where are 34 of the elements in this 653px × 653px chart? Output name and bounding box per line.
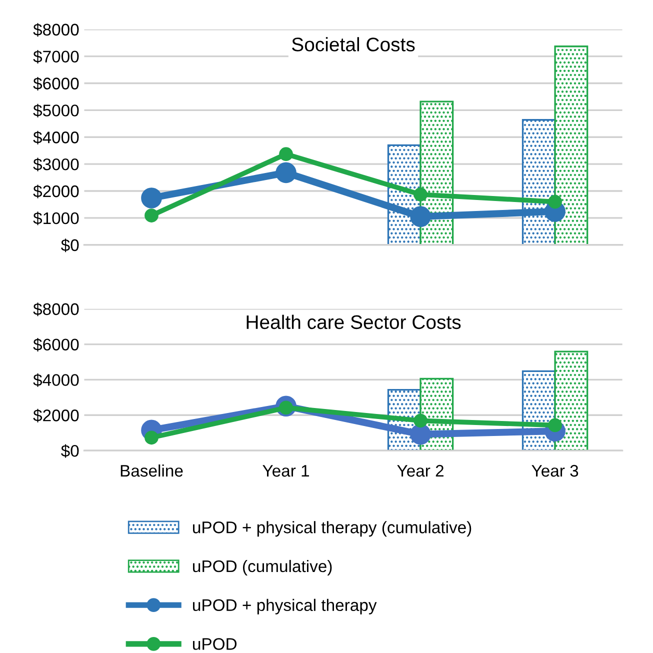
point bbox=[414, 188, 428, 202]
y-tick-label: $0 bbox=[61, 444, 79, 458]
y-tick-label: $0 bbox=[61, 238, 79, 252]
y-tick-label: $1000 bbox=[33, 212, 79, 226]
x-tick-label: Baseline bbox=[120, 464, 183, 477]
y-tick-label: $4000 bbox=[33, 373, 79, 387]
point bbox=[410, 424, 431, 445]
y-tick-label: $8000 bbox=[33, 302, 79, 316]
point bbox=[276, 162, 296, 184]
point bbox=[410, 206, 431, 228]
chart-title: Health care Sector Costs bbox=[246, 314, 461, 330]
y-tick-label: $2000 bbox=[33, 184, 79, 198]
legend-label: uPOD (cumulative) bbox=[193, 560, 332, 576]
y-tick-label: $6000 bbox=[33, 338, 79, 352]
point bbox=[141, 188, 162, 208]
point bbox=[144, 208, 158, 222]
legend-label: uPOD bbox=[193, 638, 237, 650]
x-tick-label: Year 1 bbox=[262, 465, 309, 477]
y-tick-label: $6000 bbox=[33, 76, 79, 90]
y-tick-label: $2000 bbox=[33, 408, 79, 422]
x-tick-label: Year 3 bbox=[532, 464, 578, 477]
legend-label: uPOD + physical therapy bbox=[193, 598, 377, 614]
y-tick-label: $4000 bbox=[33, 130, 79, 144]
legend-label: uPOD + physical therapy (cumulative) bbox=[193, 521, 472, 537]
point bbox=[548, 194, 562, 209]
y-tick-label: $7000 bbox=[33, 50, 79, 64]
point bbox=[414, 414, 428, 428]
point bbox=[144, 430, 158, 445]
y-tick-label: $5000 bbox=[33, 104, 79, 118]
chart-title: Societal Costs bbox=[292, 37, 415, 52]
x-tick-label: Year 2 bbox=[397, 464, 444, 477]
point bbox=[279, 147, 293, 162]
y-tick-label: $8000 bbox=[33, 23, 79, 37]
y-tick-label: $3000 bbox=[33, 158, 79, 172]
